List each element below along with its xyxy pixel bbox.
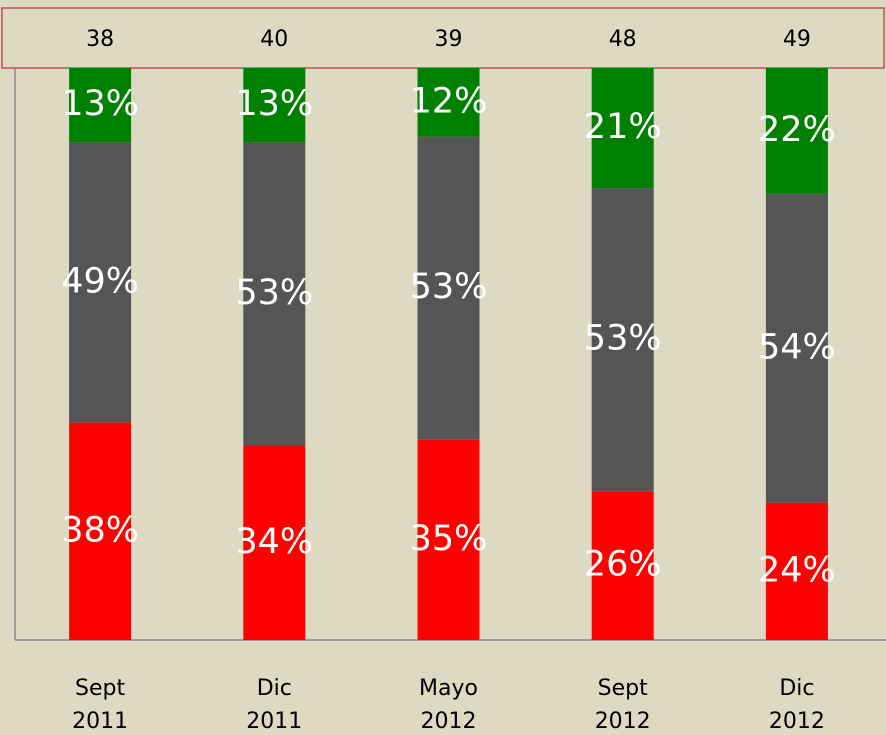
x-tick-label: 2012 xyxy=(769,709,825,734)
data-label: 12% xyxy=(410,81,488,121)
bar-segment xyxy=(243,142,306,446)
bar-segment xyxy=(591,188,654,492)
data-label: 21% xyxy=(584,107,662,147)
x-tick-label: 2012 xyxy=(421,709,477,734)
bar-segment xyxy=(243,68,306,143)
bar-segment xyxy=(69,68,132,143)
bar-segment xyxy=(69,422,132,640)
data-label: 26% xyxy=(584,545,662,585)
data-label: 24% xyxy=(758,550,836,590)
x-tick-label: Sept xyxy=(75,676,125,701)
data-label: 35% xyxy=(410,519,488,559)
top-label: 49 xyxy=(783,27,811,52)
top-label: 48 xyxy=(609,27,637,52)
x-tick-label: 2011 xyxy=(246,709,302,734)
bar-segment xyxy=(417,439,480,640)
x-tick-label: Mayo xyxy=(419,676,478,701)
bar-segment xyxy=(765,193,828,503)
bar-segment xyxy=(243,445,306,640)
data-label: 53% xyxy=(235,273,313,313)
bar-segment xyxy=(69,142,132,423)
data-label: 38% xyxy=(61,510,139,550)
data-label: 53% xyxy=(410,267,488,307)
bar-segment xyxy=(591,68,654,189)
top-label: 38 xyxy=(86,27,114,52)
data-label: 13% xyxy=(61,84,139,124)
data-label: 49% xyxy=(61,262,139,302)
bar-segment xyxy=(417,68,480,137)
top-label: 39 xyxy=(435,27,463,52)
bar-segment xyxy=(765,68,828,194)
data-label: 34% xyxy=(235,522,313,562)
x-tick-label: Sept xyxy=(598,676,648,701)
x-tick-label: 2011 xyxy=(72,709,128,734)
bar-segment xyxy=(765,502,828,640)
x-tick-label: Dic xyxy=(257,676,292,701)
x-tick-label: Dic xyxy=(779,676,814,701)
data-label: 53% xyxy=(584,319,662,359)
top-label: 40 xyxy=(260,27,288,52)
bar-segment xyxy=(591,491,654,640)
bar-segment xyxy=(417,136,480,440)
data-label: 54% xyxy=(758,327,836,367)
data-label: 13% xyxy=(235,84,313,124)
x-tick-label: 2012 xyxy=(595,709,651,734)
data-label: 22% xyxy=(758,110,836,150)
